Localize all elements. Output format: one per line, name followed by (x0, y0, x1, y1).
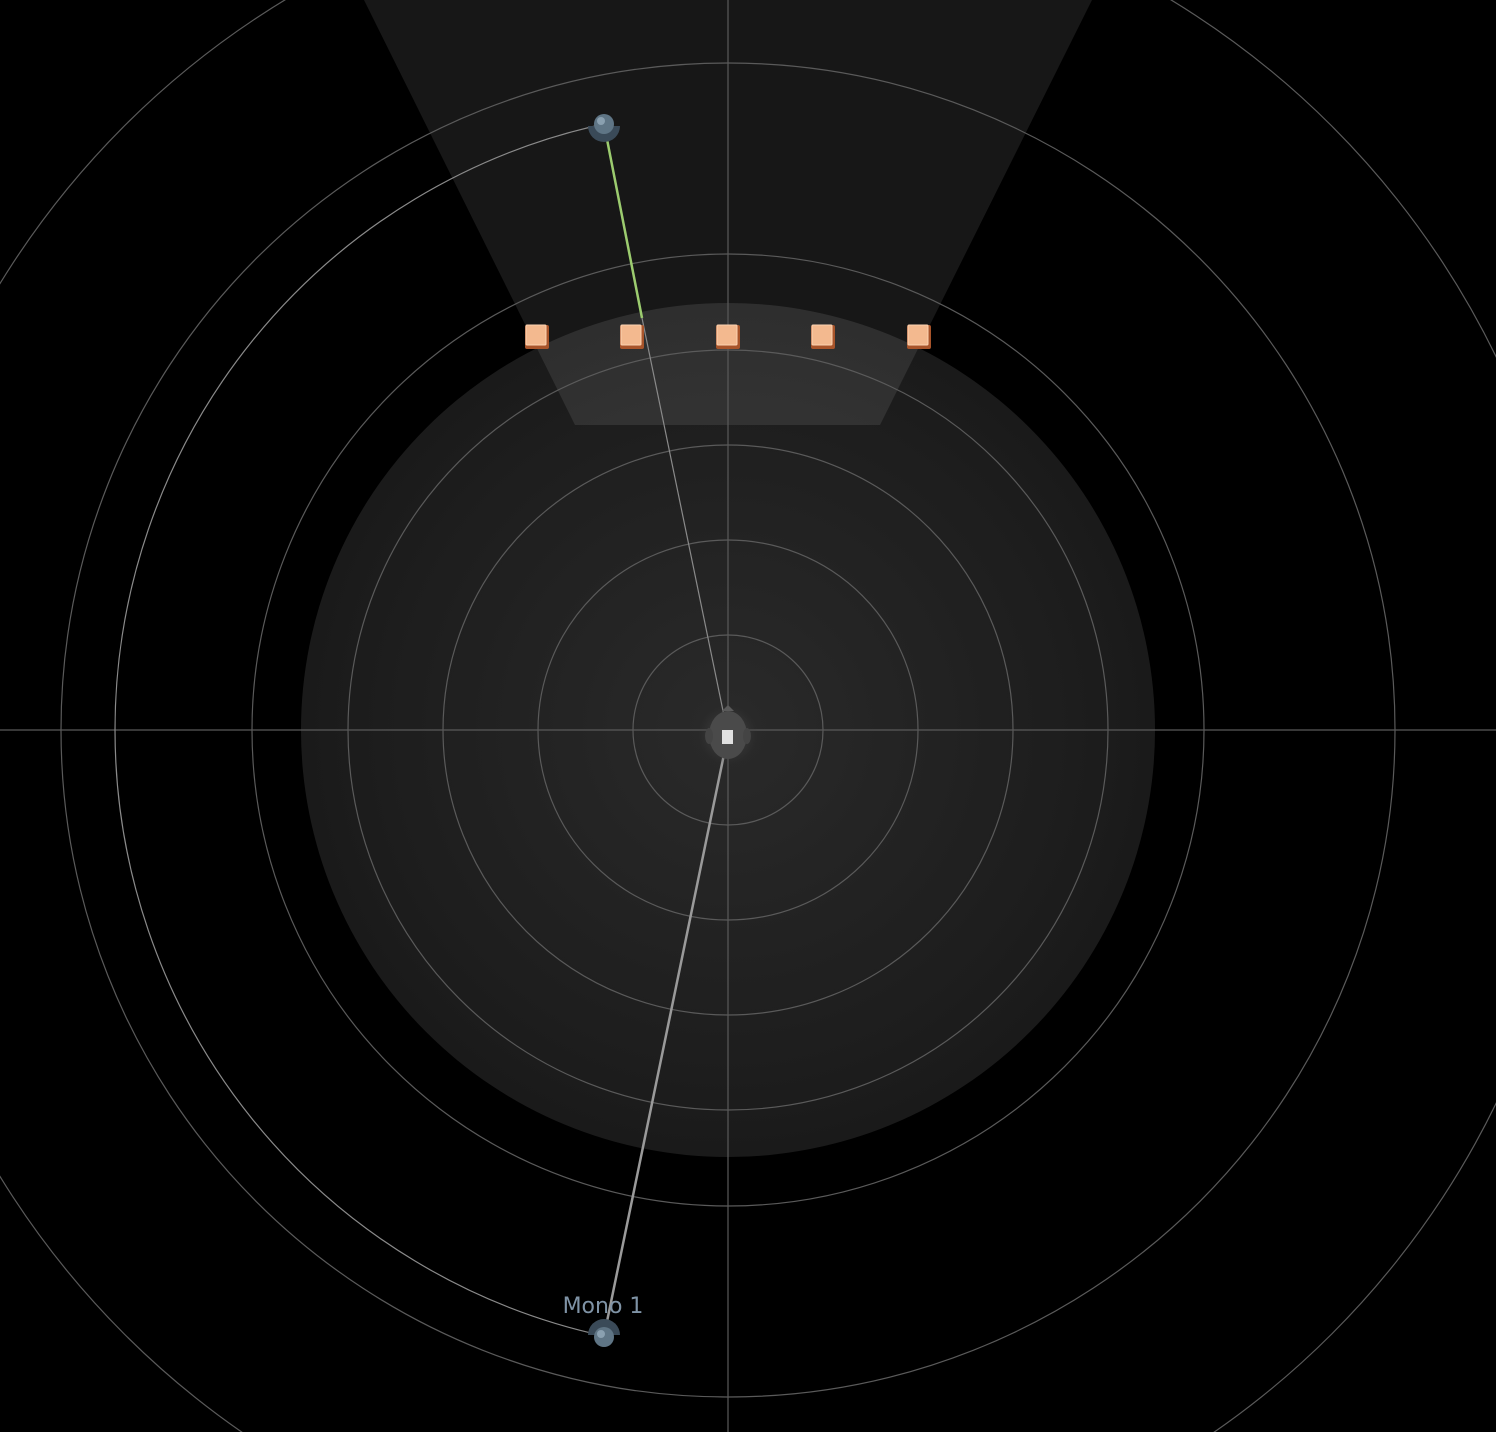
sphere-source-icon[interactable] (588, 114, 620, 142)
square-speaker-icon[interactable] (620, 324, 644, 349)
square-speaker-icon[interactable] (716, 324, 740, 349)
head-icon[interactable] (698, 705, 758, 765)
source-direction-line (602, 734, 730, 1337)
square-speaker-icon[interactable] (525, 324, 549, 349)
square-speaker-icon[interactable] (907, 324, 931, 349)
sphere-source-icon[interactable] (588, 1319, 620, 1347)
reflection-direction-line (641, 317, 729, 736)
send-line (602, 123, 644, 319)
square-speaker-icon[interactable] (811, 324, 835, 349)
speaker-array[interactable] (525, 324, 931, 349)
source-orbit-arc (114, 123, 605, 1337)
